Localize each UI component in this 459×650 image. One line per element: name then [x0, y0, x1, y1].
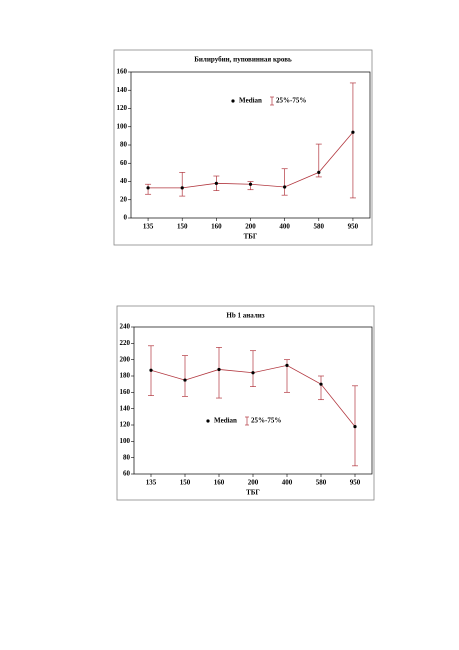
median-point — [183, 378, 187, 382]
median-point — [283, 185, 287, 189]
y-tick-label: 180 — [120, 372, 131, 380]
y-tick-label: 80 — [123, 453, 131, 461]
x-tick-label: 950 — [350, 479, 361, 487]
median-point — [180, 186, 184, 190]
y-tick-label: 240 — [120, 323, 131, 331]
y-tick-label: 20 — [120, 195, 128, 203]
legend-marker — [231, 99, 235, 103]
x-tick-label: 200 — [245, 223, 256, 231]
y-tick-label: 160 — [117, 68, 128, 76]
x-tick-label: 135 — [146, 479, 157, 487]
median-point — [248, 182, 253, 186]
x-axis-label: ТБГ — [244, 233, 258, 241]
legend-label: Median — [214, 417, 237, 425]
y-tick-label: 80 — [120, 141, 128, 149]
y-tick-label: 120 — [117, 104, 128, 112]
median-point — [149, 368, 153, 372]
x-tick-label: 580 — [314, 223, 325, 231]
y-tick-label: 140 — [120, 404, 131, 412]
x-tick-label: 400 — [282, 479, 293, 487]
x-axis-label: ТБГ — [246, 489, 260, 497]
legend-label: 25%-75% — [276, 97, 306, 105]
median-point — [319, 382, 323, 386]
x-tick-label: 160 — [211, 223, 222, 231]
y-tick-label: 160 — [120, 388, 131, 396]
y-tick-label: 140 — [117, 86, 128, 94]
x-tick-label: 200 — [248, 479, 259, 487]
chart-title: Hb 1 анализ — [226, 312, 264, 320]
x-tick-label: 400 — [279, 223, 290, 231]
y-tick-label: 0 — [124, 214, 128, 222]
x-tick-label: 135 — [143, 223, 154, 231]
legend-label: 25%-75% — [251, 417, 281, 425]
median-point — [317, 170, 321, 174]
plot-area — [133, 326, 373, 475]
median-point — [351, 130, 355, 134]
x-tick-label: 580 — [316, 479, 327, 487]
median-point — [285, 363, 289, 367]
median-point — [214, 181, 218, 185]
median-point — [251, 371, 255, 375]
chart-title: Билирубин, пуповинная кровь — [194, 56, 292, 64]
y-tick-label: 60 — [123, 470, 131, 478]
y-tick-label: 120 — [120, 421, 131, 429]
y-tick-label: 40 — [120, 177, 128, 185]
median-point — [146, 186, 150, 190]
chart: Билирубин, пуповинная кровь 0 20 40 60 80 100 1… — [113, 49, 373, 246]
x-tick-label: 950 — [348, 223, 359, 231]
y-tick-label: 200 — [120, 355, 131, 363]
y-tick-label: 100 — [120, 437, 131, 445]
y-tick-label: 220 — [120, 339, 131, 347]
legend-marker — [206, 419, 210, 423]
y-tick-label: 100 — [117, 122, 128, 130]
legend-label: Median — [239, 97, 262, 105]
y-tick-label: 60 — [120, 159, 128, 167]
plot-area — [130, 71, 371, 219]
x-tick-label: 150 — [180, 479, 191, 487]
median-point — [217, 367, 221, 372]
x-tick-label: 150 — [177, 223, 188, 231]
chart: Hb 1 анализ 60 80 100 120 140 160 180 200 220 240 1… — [116, 305, 375, 501]
median-point — [353, 425, 357, 429]
x-tick-label: 160 — [214, 479, 225, 487]
